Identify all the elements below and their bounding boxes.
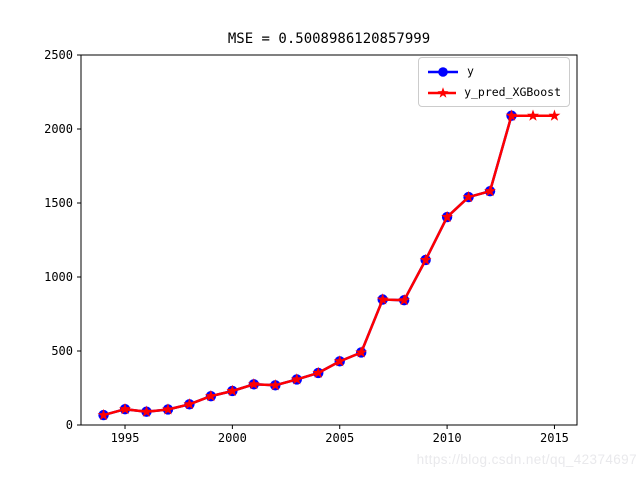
legend-label-y: y <box>467 63 474 78</box>
y-tick-label: 1000 <box>44 270 73 284</box>
star-marker <box>226 384 239 396</box>
star-marker <box>376 293 389 305</box>
star-marker <box>312 366 325 378</box>
star-marker <box>333 355 346 367</box>
y-tick-label: 1500 <box>44 196 73 210</box>
legend-line-star-icon <box>428 86 457 98</box>
star-marker <box>162 403 174 415</box>
star-marker <box>419 253 432 265</box>
star-marker <box>269 379 282 391</box>
star-marker <box>248 378 260 390</box>
star-marker <box>398 294 410 306</box>
legend-label-y-pred-xgboost: y_pred_XGBoost <box>464 84 561 99</box>
legend-star-marker <box>437 86 449 98</box>
star-marker <box>505 109 518 121</box>
x-tick-label: 2015 <box>540 431 569 445</box>
legend-item-y-pred-xgboost: y_pred_XGBoost <box>427 83 561 103</box>
plot-border <box>80 54 578 426</box>
series-markers-y_pred_XGBoost <box>97 109 561 421</box>
watermark: https://blog.csdn.net/qq_42374697 <box>416 452 637 467</box>
y-axis: 0 500 1000 1500 2000 2500 <box>44 48 81 432</box>
star-marker <box>441 210 453 223</box>
star-marker <box>205 389 217 402</box>
star-marker <box>140 405 153 417</box>
legend: y y_pred_XGBoost <box>418 57 570 107</box>
series-markers-y <box>98 110 517 421</box>
legend-item-y: y <box>427 62 561 82</box>
x-tick-label: 2005 <box>325 431 354 445</box>
legend-circle-marker <box>438 66 448 77</box>
y-tick-label: 0 <box>66 418 73 432</box>
star-marker <box>527 109 539 121</box>
star-marker <box>97 408 110 421</box>
x-tick-label: 2010 <box>433 431 462 445</box>
chart-title: MSE = 0.5008986120857999 <box>227 31 431 47</box>
star-marker <box>548 109 561 121</box>
series-line-y_pred_XGBoost <box>102 114 556 417</box>
star-marker <box>484 185 496 197</box>
x-axis: 1995 2000 2005 2010 2015 <box>111 425 569 445</box>
star-marker <box>119 403 131 415</box>
star-marker <box>462 190 475 203</box>
y-tick-label: 2000 <box>44 122 73 136</box>
x-tick-label: 1995 <box>111 431 140 445</box>
star-marker <box>290 373 303 385</box>
star-marker <box>183 398 196 410</box>
y-tick-label: 2500 <box>44 48 73 62</box>
x-tick-label: 2000 <box>218 431 247 445</box>
series-line-y <box>102 114 513 417</box>
y-tick-label: 500 <box>51 344 73 358</box>
legend-line-circle-icon <box>428 66 458 77</box>
star-marker <box>355 346 368 358</box>
